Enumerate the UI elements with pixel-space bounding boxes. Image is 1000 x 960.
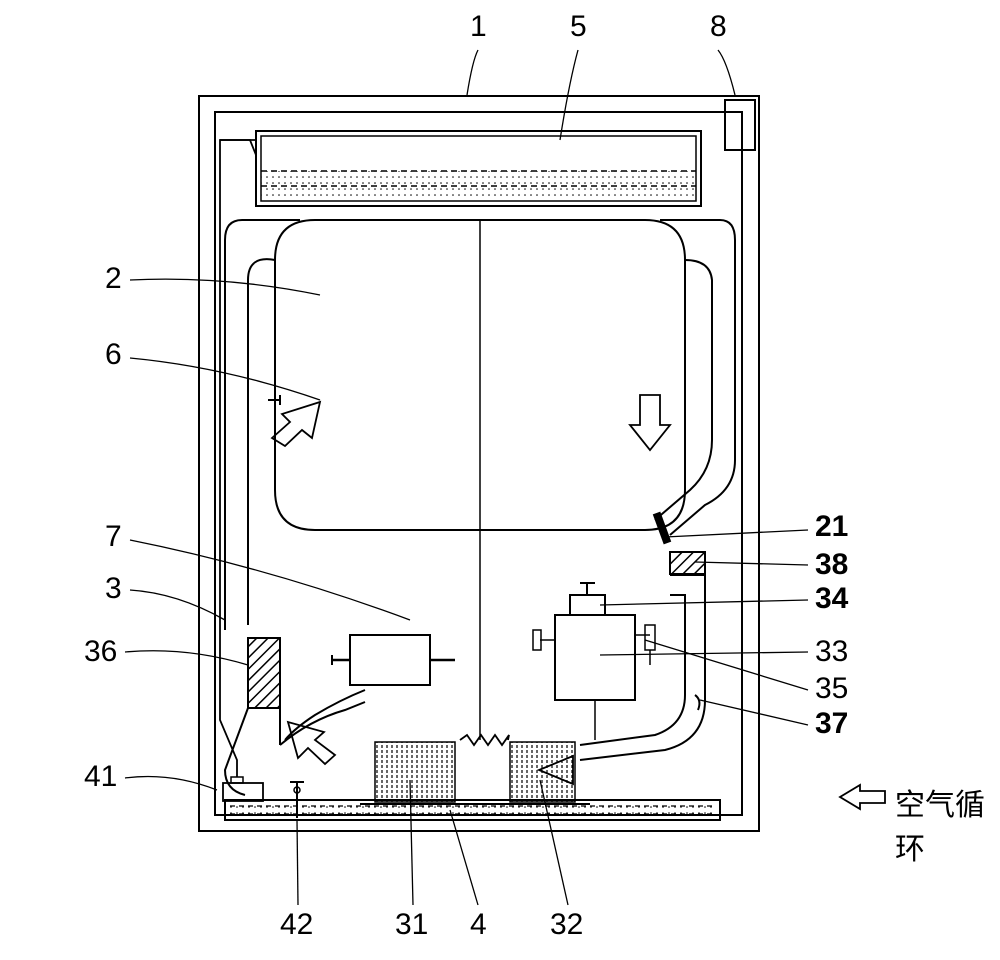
- callout-label-1: 1: [470, 10, 487, 44]
- callout-label-legend: 空气循环: [895, 780, 1000, 868]
- callout-label-21: 21: [815, 510, 848, 544]
- callout-label-7: 7: [105, 520, 122, 554]
- callout-label-41: 41: [84, 760, 117, 794]
- callout-label-3: 3: [105, 572, 122, 606]
- callout-label-35: 35: [815, 672, 848, 706]
- callout-label-6: 6: [105, 338, 122, 372]
- callout-label-5: 5: [570, 10, 587, 44]
- schematic-svg: [0, 0, 1000, 960]
- callout-label-32: 32: [550, 908, 583, 942]
- callout-label-2: 2: [105, 262, 122, 296]
- callout-label-34: 34: [815, 582, 848, 616]
- diagram-container: 1 5 8 2 6 7 3 36 41 42 31 4 32 21 3834 333537 空气循环: [0, 0, 1000, 960]
- callout-label-33: 33: [815, 635, 848, 669]
- callout-label-38: 38: [815, 548, 848, 582]
- callout-label-37: 37: [815, 707, 848, 741]
- callout-label-42: 42: [280, 908, 313, 942]
- callout-label-36: 36: [84, 635, 117, 669]
- callout-label-31: 31: [395, 908, 428, 942]
- callout-label-8: 8: [710, 10, 727, 44]
- callout-label-4: 4: [470, 908, 487, 942]
